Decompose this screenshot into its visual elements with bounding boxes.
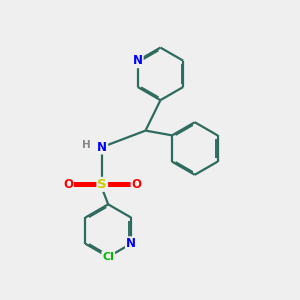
Text: N: N xyxy=(126,237,136,250)
Text: S: S xyxy=(98,178,107,191)
Text: N: N xyxy=(97,140,107,154)
Text: O: O xyxy=(132,178,142,191)
Text: H: H xyxy=(82,140,91,150)
Text: O: O xyxy=(63,178,73,191)
Text: Cl: Cl xyxy=(102,252,114,262)
Text: N: N xyxy=(133,54,143,67)
